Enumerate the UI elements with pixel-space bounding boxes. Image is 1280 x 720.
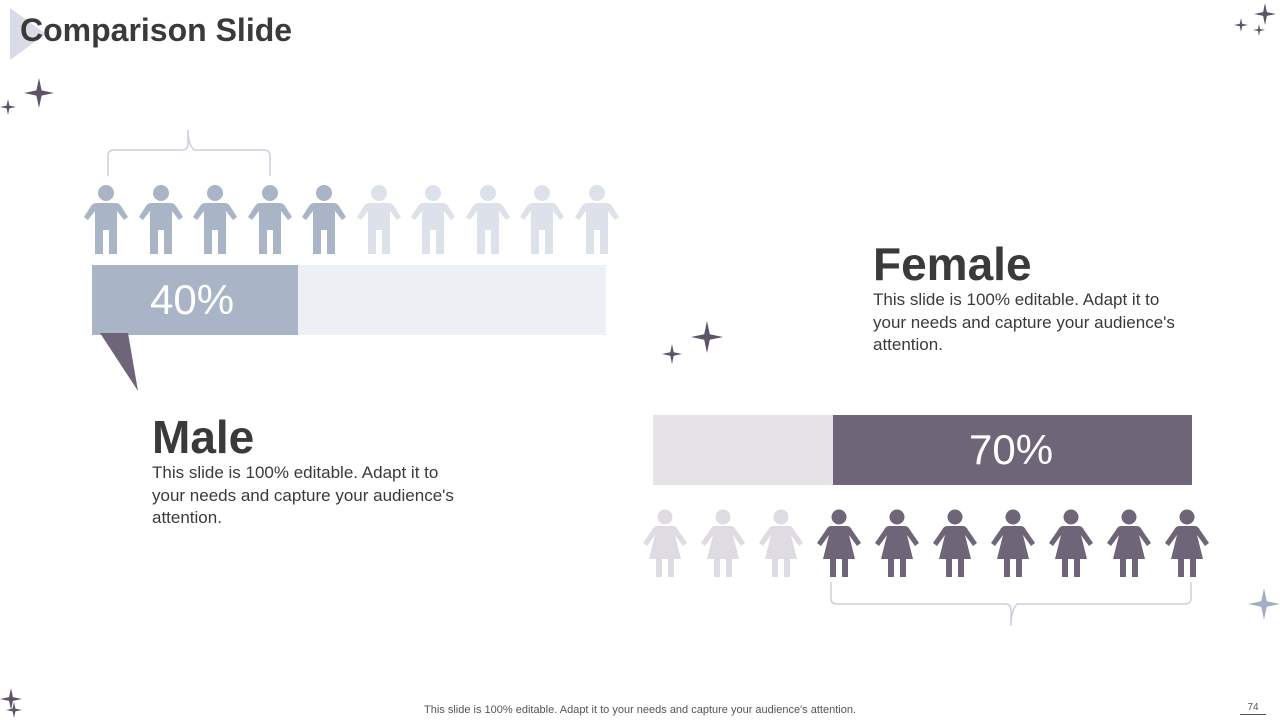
male-icon-row <box>84 184 619 254</box>
page-number: 74 <box>1240 702 1266 715</box>
sparkle-icon <box>662 344 682 364</box>
male-description: This slide is 100% editable. Adapt it to… <box>152 462 462 530</box>
female-person-icon <box>1165 509 1209 579</box>
slide-title: Comparison Slide <box>20 12 292 49</box>
female-bar-track <box>653 415 833 485</box>
male-percent-bar: 40% <box>92 265 606 335</box>
sparkle-icon <box>1253 24 1265 36</box>
female-icon-row <box>643 509 1209 579</box>
female-percent-bar: 70% <box>653 415 1192 485</box>
female-person-icon <box>759 509 803 579</box>
male-person-icon <box>302 184 346 254</box>
male-callout-pointer <box>100 333 140 393</box>
male-person-icon <box>248 184 292 254</box>
male-person-icon <box>84 184 128 254</box>
male-bar-track <box>298 265 606 335</box>
male-percent-label: 40% <box>150 265 234 335</box>
male-person-icon <box>466 184 510 254</box>
male-person-icon <box>357 184 401 254</box>
female-person-icon <box>933 509 977 579</box>
female-person-icon <box>1107 509 1151 579</box>
sparkle-icon <box>1234 18 1248 32</box>
female-person-icon <box>643 509 687 579</box>
footer-note: This slide is 100% editable. Adapt it to… <box>0 704 1280 716</box>
sparkle-icon <box>0 99 16 115</box>
female-group-bracket <box>829 580 1193 630</box>
female-person-icon <box>817 509 861 579</box>
female-person-icon <box>991 509 1035 579</box>
male-person-icon <box>575 184 619 254</box>
male-group-bracket <box>106 128 274 178</box>
female-person-icon <box>875 509 919 579</box>
female-description: This slide is 100% editable. Adapt it to… <box>873 289 1183 357</box>
sparkle-icon <box>1254 3 1276 25</box>
male-person-icon <box>193 184 237 254</box>
male-person-icon <box>520 184 564 254</box>
sparkle-icon <box>24 78 54 108</box>
female-person-icon <box>701 509 745 579</box>
female-heading: Female <box>873 237 1032 291</box>
sparkle-icon <box>691 321 723 353</box>
female-percent-label: 70% <box>969 415 1053 485</box>
sparkle-icon <box>1248 588 1280 620</box>
male-person-icon <box>139 184 183 254</box>
male-heading: Male <box>152 410 254 464</box>
female-person-icon <box>1049 509 1093 579</box>
male-person-icon <box>411 184 455 254</box>
